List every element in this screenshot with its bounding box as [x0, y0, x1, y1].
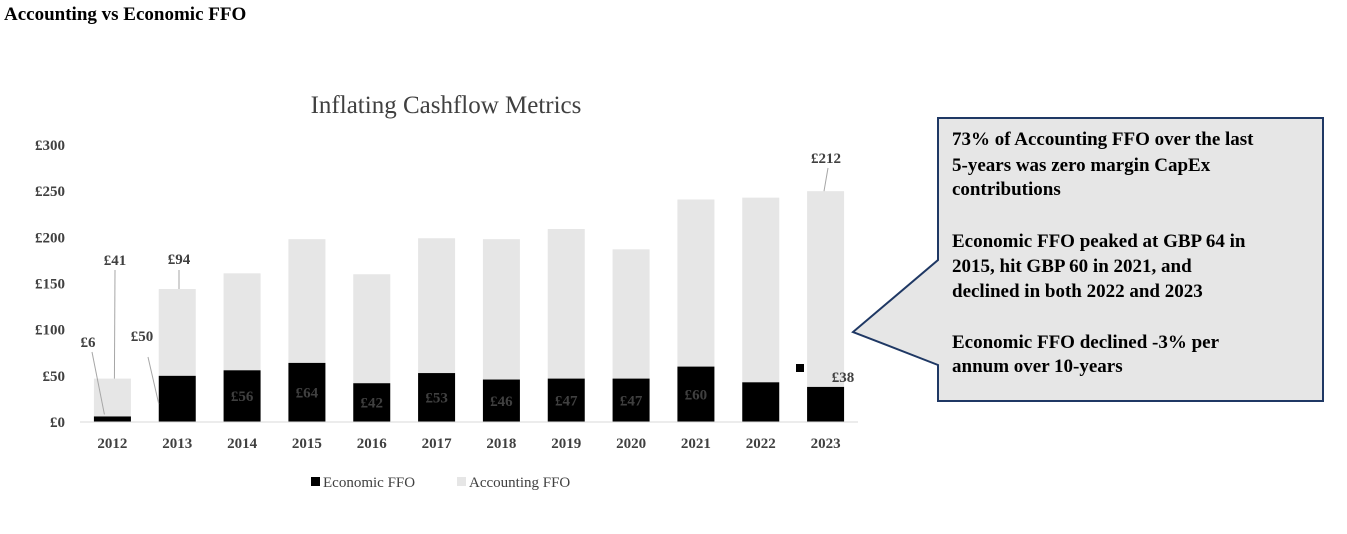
- callout-box: [851, 117, 1324, 402]
- bar-economic-ffo: [158, 375, 196, 422]
- label-marker: [796, 364, 804, 372]
- data-label-economic: £53: [425, 391, 448, 407]
- y-tick-label: £250: [35, 184, 65, 200]
- callout: 73% of Accounting FFO over the last 5-ye…: [851, 117, 1324, 402]
- legend-label-accounting: Accounting FFO: [469, 475, 570, 491]
- x-tick-label: 2013: [162, 436, 192, 452]
- callout-line: Economic FFO declined -3% per: [952, 332, 1220, 353]
- callout-line: 73% of Accounting FFO over the last: [952, 129, 1254, 150]
- bar-accounting-ffo: [482, 239, 520, 380]
- bar-economic-ffo: [288, 362, 326, 422]
- callout-line: declined in both 2022 and 2023: [952, 281, 1203, 302]
- bar-economic-ffo: [612, 378, 650, 422]
- legend: Economic FFO Accounting FFO: [311, 475, 570, 491]
- x-tick-label: 2019: [551, 436, 581, 452]
- bar-economic-ffo: [353, 383, 391, 422]
- bar-accounting-ffo: [547, 229, 585, 379]
- callout-line: 5-years was zero margin CapEx: [952, 155, 1211, 176]
- bar-economic-ffo: [807, 386, 845, 422]
- x-axis: 2012 2013 2014 2015 2016 2017 2018 2019 2020 2021…: [80, 421, 858, 452]
- leader-line: [113, 269, 116, 379]
- leader-line: [91, 351, 105, 415]
- data-label-accounting: £94: [168, 252, 191, 268]
- y-tick-label: £100: [35, 323, 65, 339]
- legend-swatch-economic: [311, 477, 320, 486]
- bar-economic-ffo: [418, 373, 456, 422]
- bar-economic-ffo: [223, 370, 261, 422]
- data-labels: £56 £64 £42 £53 £46 £47 £47 £60 £6 £41 £50 £94 £212 £…: [81, 151, 855, 415]
- x-tick-label: 2014: [227, 436, 258, 452]
- callout-line: 2015, hit GBP 60 in 2021, and: [952, 256, 1192, 277]
- bar-accounting-ffo: [742, 197, 780, 383]
- bar-accounting-ffo: [677, 199, 715, 367]
- bar-accounting-ffo: [418, 238, 456, 374]
- x-tick-label: 2012: [97, 436, 127, 452]
- bar-accounting-ffo: [93, 378, 131, 417]
- data-label-economic: £64: [296, 385, 319, 401]
- bar-accounting-ffo: [223, 273, 261, 371]
- leader-line: [147, 356, 160, 405]
- bar-economic-ffo: [93, 416, 131, 422]
- leader-line: [823, 167, 829, 192]
- bars: [93, 191, 845, 422]
- x-tick-label: 2023: [811, 436, 841, 452]
- data-label-economic: £60: [685, 387, 708, 403]
- x-tick-label: 2020: [616, 436, 646, 452]
- bar-accounting-ffo: [158, 289, 196, 376]
- bar-accounting-ffo: [612, 249, 650, 379]
- x-tick-label: 2021: [681, 436, 711, 452]
- callout-line: contributions: [952, 179, 1061, 200]
- data-label-economic: £6: [81, 335, 97, 351]
- bar-accounting-ffo: [807, 191, 845, 387]
- x-tick-label: 2022: [746, 436, 776, 452]
- y-tick-label: £200: [35, 230, 65, 246]
- legend-label-economic: Economic FFO: [323, 475, 415, 491]
- bar-economic-ffo: [677, 366, 715, 422]
- callout-line: annum over 10-years: [952, 356, 1123, 377]
- legend-swatch-accounting: [457, 477, 466, 486]
- data-label-economic: £47: [620, 393, 643, 409]
- data-label-economic: £56: [231, 389, 254, 405]
- y-tick-label: £0: [50, 415, 65, 431]
- page-title: Accounting vs Economic FFO: [4, 4, 247, 25]
- x-tick-label: 2016: [357, 436, 388, 452]
- bar-economic-ffo: [742, 382, 780, 422]
- data-label-economic: £38: [832, 370, 855, 386]
- data-label-economic: £47: [555, 393, 578, 409]
- data-label-economic: £46: [490, 394, 513, 410]
- callout-line: Economic FFO peaked at GBP 64 in: [952, 231, 1246, 252]
- data-label-accounting: £41: [104, 253, 127, 269]
- bar-accounting-ffo: [353, 274, 391, 384]
- bar-economic-ffo: [482, 379, 520, 422]
- x-tick-label: 2018: [486, 436, 516, 452]
- data-label-economic: £50: [131, 329, 154, 345]
- y-axis: £0 £50 £100 £150 £200 £250 £300: [35, 138, 65, 431]
- data-label-accounting: £212: [811, 151, 841, 167]
- chart-title: Inflating Cashflow Metrics: [311, 92, 582, 119]
- y-tick-label: £50: [43, 369, 66, 385]
- data-label-economic: £42: [361, 396, 384, 412]
- y-tick-label: £300: [35, 138, 65, 154]
- x-tick-label: 2017: [422, 436, 453, 452]
- bar-accounting-ffo: [288, 239, 326, 363]
- x-tick-label: 2015: [292, 436, 322, 452]
- y-tick-label: £150: [35, 277, 65, 293]
- bar-economic-ffo: [547, 378, 585, 422]
